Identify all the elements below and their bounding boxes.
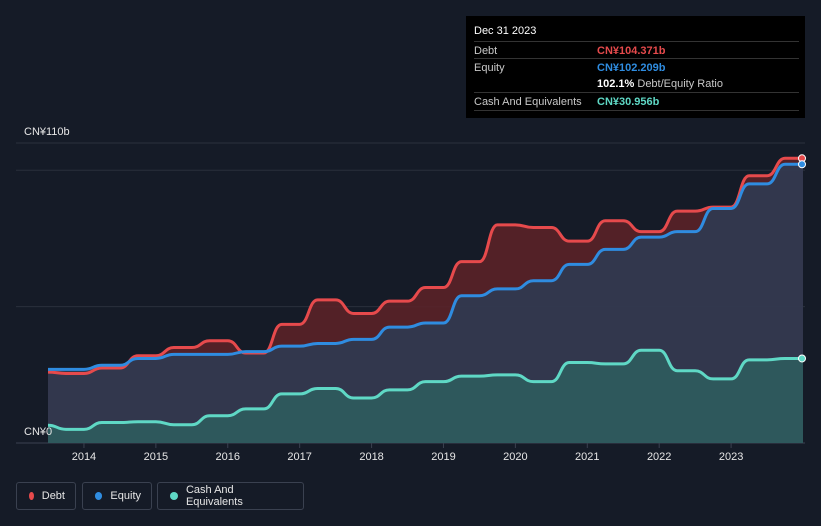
x-tick-label: 2017 [287, 451, 311, 463]
legend-equity-label: Equity [110, 490, 141, 502]
debt-dot-icon [29, 492, 34, 500]
tooltip-ratio-value: 102.1% Debt/Equity Ratio [597, 78, 723, 90]
chart-lines [47, 154, 806, 431]
x-tick-label: 2023 [719, 451, 743, 463]
tooltip-row-equity: Equity CN¥102.209b [474, 58, 799, 76]
y-axis-bottom-label: CN¥0 [24, 426, 52, 438]
x-tick-label: 2018 [359, 451, 383, 463]
tooltip-debt-value: CN¥104.371b [597, 45, 666, 57]
equity-line [48, 162, 803, 371]
x-axis: 2014 2015 2016 2017 2018 2019 2020 2021 2022 2023 [72, 443, 743, 463]
tooltip-cash-value: CN¥30.956b [597, 96, 660, 108]
cash-area [48, 350, 803, 443]
tooltip-cash-label: Cash And Equivalents [474, 96, 582, 108]
y-axis-top-label: CN¥110b [24, 126, 70, 138]
tooltip-row-ratio: 102.1% Debt/Equity Ratio [474, 75, 799, 92]
x-tick-label: 2019 [431, 451, 455, 463]
tooltip-panel: Dec 31 2023 Debt CN¥104.371b Equity CN¥1… [466, 16, 805, 118]
cash-dot-icon [170, 492, 178, 500]
tooltip-equity-value: CN¥102.209b [597, 62, 666, 74]
debt-line [47, 156, 803, 375]
legend-debt-label: Debt [41, 490, 65, 502]
tooltip-equity-label: Equity [474, 62, 505, 74]
chart-areas [48, 158, 803, 444]
cash-line-end-point [798, 354, 806, 363]
tooltip-row-debt: Debt CN¥104.371b [474, 41, 799, 59]
cash-line [47, 348, 803, 431]
debt-area [48, 158, 803, 370]
tooltip-row-cash: Cash And Equivalents CN¥30.956b [474, 92, 799, 111]
ratio-label: Debt/Equity Ratio [637, 78, 723, 90]
legend-debt[interactable]: Debt [16, 482, 76, 510]
x-tick-label: 2015 [144, 451, 168, 463]
tooltip-debt-label: Debt [474, 45, 498, 57]
x-tick-label: 2021 [575, 451, 599, 463]
x-tick-label: 2020 [503, 451, 527, 463]
legend-cash[interactable]: Cash And Equivalents [157, 482, 304, 510]
x-tick-label: 2022 [647, 451, 671, 463]
x-tick-label: 2016 [216, 451, 240, 463]
tooltip-date: Dec 31 2023 [474, 25, 537, 37]
x-tick-label: 2014 [72, 451, 96, 463]
equity-line-end-point [798, 160, 806, 169]
equity-dot-icon [95, 492, 103, 500]
legend-cash-label: Cash And Equivalents [185, 484, 243, 508]
legend-equity[interactable]: Equity [82, 482, 152, 510]
ratio-number: 102.1% [597, 78, 635, 90]
